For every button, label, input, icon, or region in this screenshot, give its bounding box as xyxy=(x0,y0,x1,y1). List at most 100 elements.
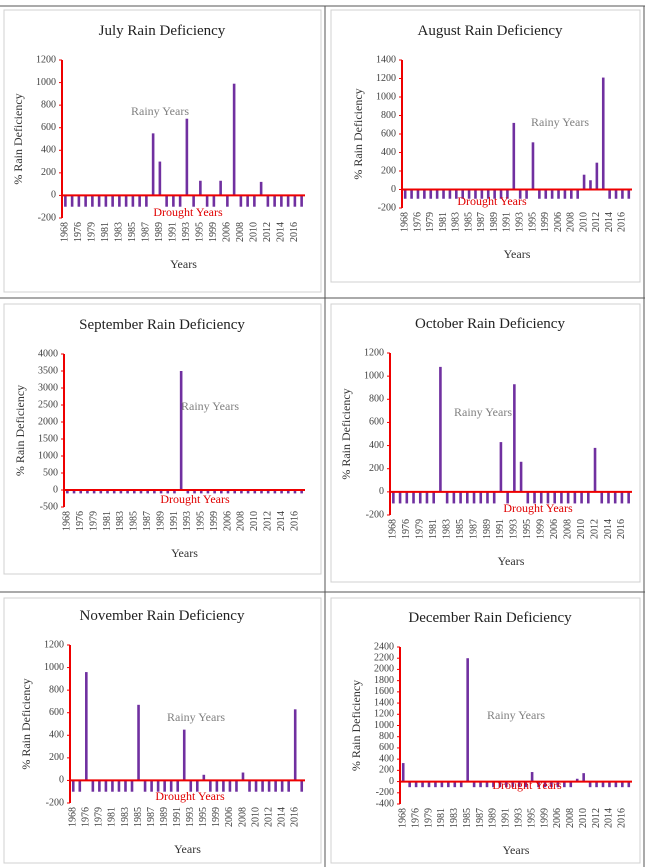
bar xyxy=(530,772,534,782)
y-tick-label: 600 xyxy=(369,417,384,428)
bar xyxy=(418,491,422,504)
cell-borders xyxy=(0,5,645,867)
x-tick-label: 1999 xyxy=(208,222,219,242)
bar xyxy=(91,780,95,792)
y-tick-label: 2000 xyxy=(374,664,394,675)
y-axis-title: % Rain Deficiency xyxy=(339,388,353,479)
bar xyxy=(575,778,579,782)
y-tick-label: -500 xyxy=(40,501,58,512)
bar xyxy=(86,490,89,494)
bar xyxy=(185,118,189,196)
x-tick-label: 1983 xyxy=(441,519,452,539)
bar xyxy=(410,189,413,199)
y-tick-label: 800 xyxy=(369,394,384,405)
y-tick-label: 1000 xyxy=(44,662,64,673)
y-tick-label: 800 xyxy=(379,731,394,742)
bar xyxy=(445,491,449,504)
bar xyxy=(138,195,141,207)
chart-title: August Rain Deficiency xyxy=(418,23,563,39)
y-tick-label: 3000 xyxy=(38,382,58,393)
y-tick-label: 1000 xyxy=(376,91,396,102)
x-tick-label: 1981 xyxy=(438,212,449,232)
x-tick-label: 1995 xyxy=(196,511,207,531)
x-tick-label: 1991 xyxy=(495,519,506,539)
y-tick-label: 500 xyxy=(43,467,58,478)
bar xyxy=(492,781,495,788)
y-tick-label: 1200 xyxy=(374,709,394,720)
bar xyxy=(232,83,236,196)
bar xyxy=(538,189,541,199)
bar xyxy=(300,780,304,792)
bar xyxy=(553,491,556,504)
bar xyxy=(543,781,547,788)
y-tick-label: 400 xyxy=(49,730,64,741)
x-axis-title: Years xyxy=(171,546,198,560)
y-tick-label: 800 xyxy=(381,110,396,121)
bar xyxy=(517,781,521,788)
y-tick-label: 2200 xyxy=(374,653,394,664)
y-tick-label: 1200 xyxy=(376,73,396,84)
x-tick-label: 1999 xyxy=(211,807,222,827)
x-tick-label: 1991 xyxy=(172,807,183,827)
bar xyxy=(300,195,303,207)
bar xyxy=(566,491,570,504)
annotation-drought: Drought Years xyxy=(503,501,573,515)
bar xyxy=(205,195,209,207)
bar xyxy=(254,780,258,792)
bar xyxy=(627,189,631,199)
x-tick-label: 1981 xyxy=(436,808,447,828)
x-tick-label: 2006 xyxy=(222,222,233,242)
bar xyxy=(499,189,503,199)
y-axis-title: % Rain Deficiency xyxy=(19,678,33,769)
x-tick-label: 1985 xyxy=(127,222,138,242)
y-tick-label: 1800 xyxy=(374,675,394,686)
bar xyxy=(131,195,135,207)
bar xyxy=(209,780,212,792)
bar xyxy=(137,704,140,781)
bar xyxy=(235,780,238,792)
bar xyxy=(613,491,617,504)
bar xyxy=(104,780,108,792)
bar xyxy=(287,780,290,792)
bar xyxy=(130,780,134,792)
bar xyxy=(202,774,206,781)
bar xyxy=(246,490,250,494)
chart-title: September Rain Deficiency xyxy=(79,317,245,333)
x-tick-label: 1985 xyxy=(455,519,466,539)
x-tick-label: 1979 xyxy=(88,511,99,531)
x-tick-label: 1995 xyxy=(526,808,537,828)
x-tick-label: 1993 xyxy=(181,222,192,242)
x-tick-label: 1985 xyxy=(462,808,473,828)
bar xyxy=(151,133,155,196)
y-tick-label: 1500 xyxy=(38,433,58,444)
bar xyxy=(539,491,543,504)
bar xyxy=(570,189,573,199)
bar xyxy=(608,189,611,199)
x-tick-label: 1993 xyxy=(509,519,520,539)
bar xyxy=(601,77,605,190)
bar xyxy=(124,195,128,207)
x-tick-label: 1993 xyxy=(182,511,193,531)
bar xyxy=(440,781,444,788)
bar xyxy=(479,781,482,788)
bar xyxy=(472,781,476,788)
bar xyxy=(580,491,583,504)
x-tick-label: 2008 xyxy=(566,212,577,232)
bar xyxy=(466,491,469,504)
bar xyxy=(505,781,508,788)
bar xyxy=(587,491,590,504)
x-tick-label: 2006 xyxy=(552,808,563,828)
x-tick-label: 1983 xyxy=(120,807,131,827)
bar xyxy=(92,490,96,494)
y-tick-label: 0 xyxy=(51,190,56,201)
bar xyxy=(452,491,456,504)
bar xyxy=(273,490,277,494)
chart-title: November Rain Deficiency xyxy=(80,608,245,624)
x-tick-label: 1987 xyxy=(142,511,153,531)
bar xyxy=(111,780,114,792)
bar xyxy=(403,189,407,199)
bar xyxy=(447,781,450,788)
bar xyxy=(274,780,277,792)
bar xyxy=(429,189,433,199)
y-tick-label: 400 xyxy=(379,753,394,764)
